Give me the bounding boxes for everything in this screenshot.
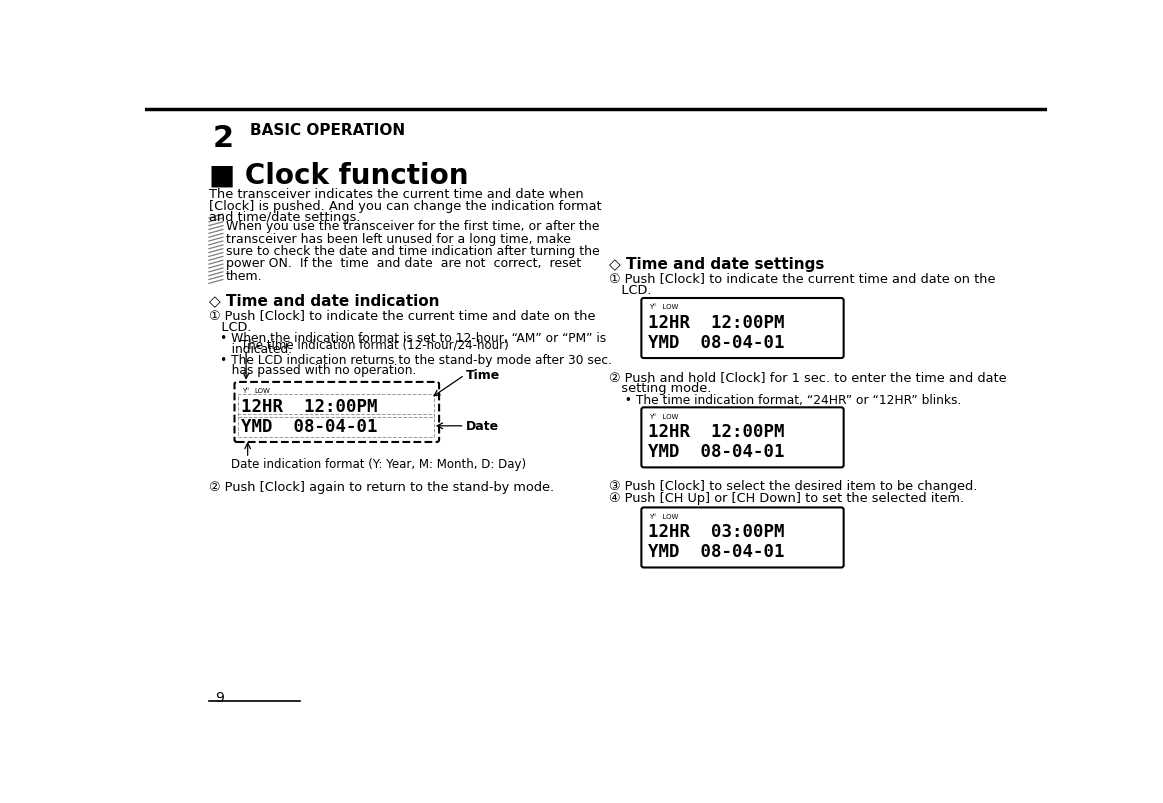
Text: ■ Clock function: ■ Clock function xyxy=(209,161,469,189)
Text: Yᴵᴵ   LOW: Yᴵᴵ LOW xyxy=(649,304,678,310)
Text: 9: 9 xyxy=(215,690,224,704)
Text: and time/date settings.: and time/date settings. xyxy=(209,211,361,224)
Text: has passed with no operation.: has passed with no operation. xyxy=(220,364,416,377)
Text: them.: them. xyxy=(226,269,263,283)
Text: • The LCD indication returns to the stand-by mode after 30 sec.: • The LCD indication returns to the stan… xyxy=(220,353,612,366)
Text: sure to check the date and time indication after turning the: sure to check the date and time indicati… xyxy=(226,245,600,258)
Text: power ON.  If the  time  and date  are not  correct,  reset: power ON. If the time and date are not c… xyxy=(226,257,582,270)
Text: When you use the transceiver for the first time, or after the: When you use the transceiver for the fir… xyxy=(226,220,599,233)
Text: Time: Time xyxy=(466,369,500,382)
Text: ◇ Time and date indication: ◇ Time and date indication xyxy=(209,293,440,308)
Text: • The time indication format, “24HR” or “12HR” blinks.: • The time indication format, “24HR” or … xyxy=(616,393,961,406)
Text: indicated.: indicated. xyxy=(220,342,292,356)
FancyBboxPatch shape xyxy=(235,382,440,442)
Text: • When the indication format is set to 12-hour, “AM” or “PM” is: • When the indication format is set to 1… xyxy=(220,332,606,344)
Text: ◇ Time and date settings: ◇ Time and date settings xyxy=(608,256,825,271)
Text: 12HR  12:00PM: 12HR 12:00PM xyxy=(242,397,378,415)
Text: transceiver has been left unused for a long time, make: transceiver has been left unused for a l… xyxy=(226,233,571,246)
Text: ① Push [Clock] to indicate the current time and date on the: ① Push [Clock] to indicate the current t… xyxy=(608,271,996,285)
Text: LOW: LOW xyxy=(255,388,271,393)
Text: The transceiver indicates the current time and date when: The transceiver indicates the current ti… xyxy=(209,188,584,201)
Text: ② Push and hold [Clock] for 1 sec. to enter the time and date: ② Push and hold [Clock] for 1 sec. to en… xyxy=(608,370,1006,383)
Text: ④ Push [CH Up] or [CH Down] to set the selected item.: ④ Push [CH Up] or [CH Down] to set the s… xyxy=(608,491,964,504)
Text: Date indication format (Y: Year, M: Month, D: Day): Date indication format (Y: Year, M: Mont… xyxy=(230,457,526,470)
Text: setting mode.: setting mode. xyxy=(608,381,712,394)
Text: Yᴵᴵ: Yᴵᴵ xyxy=(242,388,249,393)
Text: BASIC OPERATION: BASIC OPERATION xyxy=(250,123,405,137)
Text: 2: 2 xyxy=(213,124,234,153)
Text: YMD  08-04-01: YMD 08-04-01 xyxy=(648,542,785,560)
FancyBboxPatch shape xyxy=(641,408,843,468)
Text: 12HR  03:00PM: 12HR 03:00PM xyxy=(648,523,785,540)
Text: 12HR  12:00PM: 12HR 12:00PM xyxy=(648,422,785,440)
Text: 12HR  12:00PM: 12HR 12:00PM xyxy=(648,313,785,331)
Text: Date: Date xyxy=(466,420,499,433)
Text: ① Push [Clock] to indicate the current time and date on the: ① Push [Clock] to indicate the current t… xyxy=(209,308,595,321)
FancyBboxPatch shape xyxy=(641,299,843,359)
Text: ② Push [Clock] again to return to the stand-by mode.: ② Push [Clock] again to return to the st… xyxy=(209,480,554,493)
Text: YMD  08-04-01: YMD 08-04-01 xyxy=(242,417,378,435)
FancyBboxPatch shape xyxy=(641,507,843,568)
Text: ③ Push [Clock] to select the desired item to be changed.: ③ Push [Clock] to select the desired ite… xyxy=(608,479,977,492)
Text: [Clock] is pushed. And you can change the indication format: [Clock] is pushed. And you can change th… xyxy=(209,199,601,213)
Text: LCD.: LCD. xyxy=(209,320,251,333)
Text: YMD  08-04-01: YMD 08-04-01 xyxy=(648,442,785,460)
Text: Yᴵᴵ   LOW: Yᴵᴵ LOW xyxy=(649,414,678,419)
Text: Yᴵᴵ   LOW: Yᴵᴵ LOW xyxy=(649,513,678,520)
Text: YMD  08-04-01: YMD 08-04-01 xyxy=(648,333,785,351)
Text: LCD.: LCD. xyxy=(608,283,651,296)
Text: The time indication format (12-hour/24-hour): The time indication format (12-hour/24-h… xyxy=(241,338,508,351)
